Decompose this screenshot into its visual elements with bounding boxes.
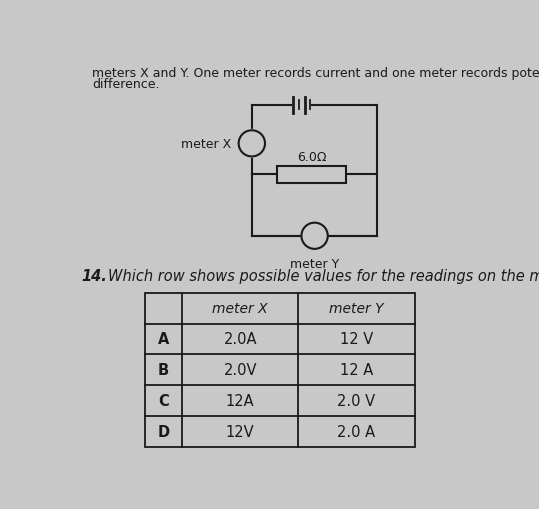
Text: 12 A: 12 A <box>340 362 373 378</box>
Text: 2.0 V: 2.0 V <box>337 393 376 408</box>
Text: 12A: 12A <box>226 393 254 408</box>
Bar <box>277 166 347 183</box>
Text: meter X: meter X <box>182 137 232 151</box>
Text: A: A <box>158 332 169 347</box>
Text: 2.0 A: 2.0 A <box>337 424 376 439</box>
Text: 12 V: 12 V <box>340 332 373 347</box>
Text: 14.: 14. <box>81 269 107 284</box>
Text: meters X and Y. One meter records current and one meter records potential: meters X and Y. One meter records curren… <box>92 67 539 80</box>
Text: meter Y: meter Y <box>329 301 384 316</box>
Text: Which row shows possible values for the readings on the meters?: Which row shows possible values for the … <box>108 269 539 284</box>
Text: C: C <box>158 393 169 408</box>
Text: difference.: difference. <box>92 78 160 91</box>
Text: 2.0V: 2.0V <box>224 362 257 378</box>
Circle shape <box>238 130 266 158</box>
Text: B: B <box>158 362 169 378</box>
Bar <box>145 293 414 447</box>
Text: 12V: 12V <box>226 424 254 439</box>
Text: meter X: meter X <box>212 301 268 316</box>
Text: meter Y: meter Y <box>290 257 339 270</box>
Circle shape <box>301 222 329 250</box>
Text: 6.0Ω: 6.0Ω <box>297 151 326 164</box>
Text: 2.0A: 2.0A <box>224 332 257 347</box>
Text: D: D <box>157 424 170 439</box>
